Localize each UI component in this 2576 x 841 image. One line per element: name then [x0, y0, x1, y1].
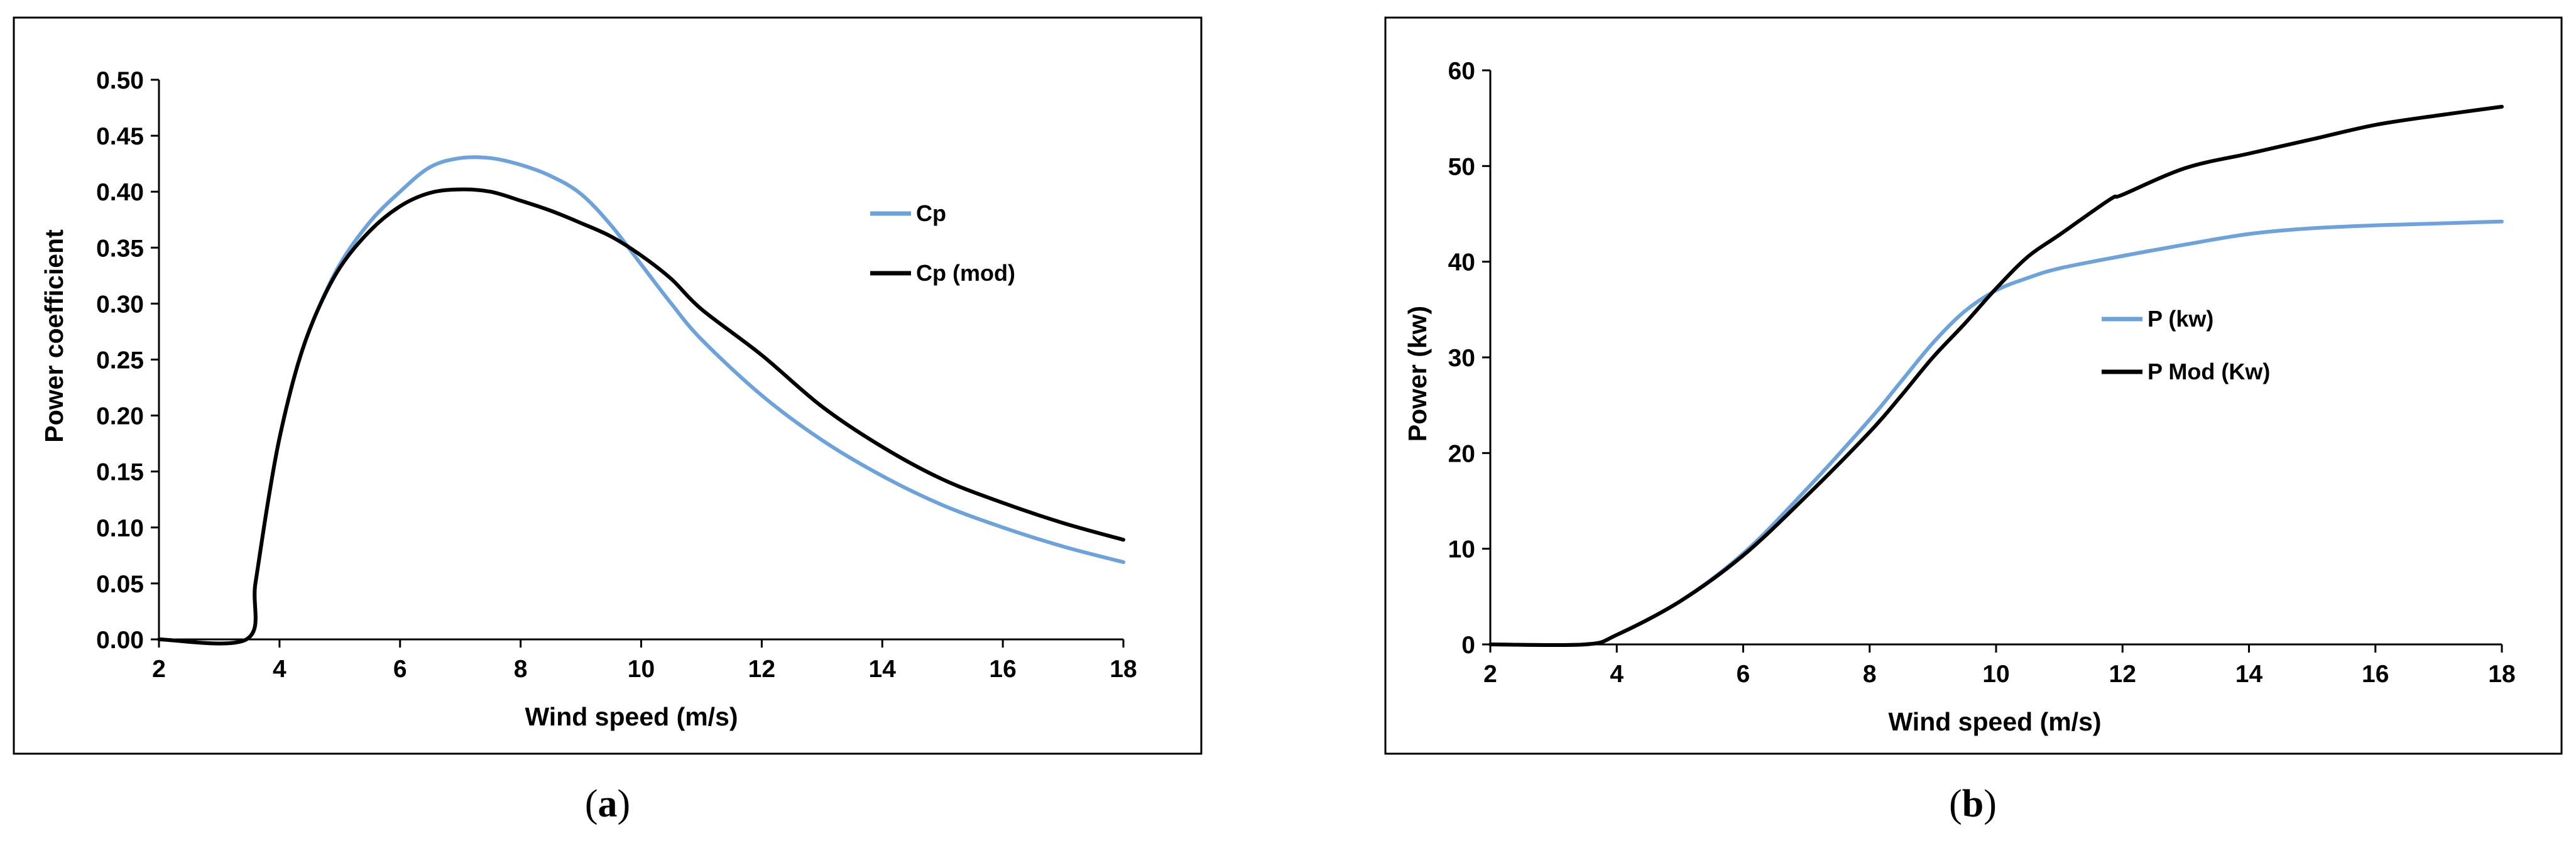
chart-b-y-tick-label: 30 — [1448, 345, 1475, 372]
chart-b-legend: P (kw) P Mod (Kw) — [2102, 306, 2270, 384]
chart-a-y-tick-label: 0.05 — [96, 571, 144, 598]
chart-a-x-tick-label: 10 — [628, 656, 655, 683]
chart-a-xlabel: Wind speed (m/s) — [525, 702, 738, 731]
panel-b-frame — [1384, 16, 2563, 755]
legend-label-cp: Cp — [916, 200, 946, 226]
panel-b: 0 10 20 30 40 50 60 2 4 6 8 10 12 14 16 18 Wind speed (… — [1384, 16, 2563, 755]
chart-a-y-tick-label: 0.00 — [96, 627, 144, 654]
caption-a-close: ) — [618, 783, 631, 825]
chart-a-x-tick-label: 16 — [989, 656, 1016, 683]
chart-b-x-tick-label: 14 — [2235, 661, 2263, 688]
panel-a: 0.00 0.05 0.10 0.15 0.20 0.25 0.30 0.35 0.40 0.45… — [13, 16, 1203, 755]
legend-label-p-mod: P Mod (Kw) — [2148, 359, 2270, 384]
chart-b-x-tick-label: 12 — [2109, 661, 2136, 688]
chart-b-x-tick-label: 10 — [1982, 661, 2009, 688]
panel-a-frame — [13, 16, 1203, 755]
chart-b-x-tick-label: 6 — [1737, 661, 1750, 688]
chart-a-x-tick-label: 6 — [393, 656, 407, 683]
caption-b-letter: b — [1962, 783, 1984, 825]
caption-a-letter: a — [598, 783, 618, 825]
chart-a-x-tick-label: 4 — [273, 656, 287, 683]
chart-a-y-tick-label: 0.20 — [96, 403, 144, 430]
chart-a-y-tick-label: 0.50 — [96, 67, 144, 94]
chart-b-x-tick-label: 18 — [2488, 661, 2515, 688]
chart-b-xlabel: Wind speed (m/s) — [1888, 707, 2101, 736]
chart-a-plot: 0.00 0.05 0.10 0.15 0.20 0.25 0.30 0.35 0.40 0.45… — [96, 67, 1137, 683]
chart-b-y-tick-label: 0 — [1461, 632, 1475, 659]
chart-b-series-modified-line — [1488, 104, 2504, 648]
legend-label-cp-mod: Cp (mod) — [916, 260, 1015, 286]
chart-a-y-tick-label: 0.25 — [96, 347, 144, 374]
chart-a-y-tick-label: 0.45 — [96, 123, 144, 150]
chart-a-y-tick-label: 0.10 — [96, 515, 144, 542]
chart-b-ylabel: Power (kw) — [1403, 306, 1432, 442]
caption-a: (a) — [585, 783, 630, 825]
chart-b-x-tick-label: 2 — [1483, 661, 1497, 688]
chart-a-legend: Cp Cp (mod) — [870, 200, 1015, 286]
chart-a-x-tick-label: 12 — [748, 656, 775, 683]
chart-b-y-tick-label: 40 — [1448, 249, 1475, 276]
caption-b-close: ) — [1984, 783, 1997, 825]
chart-a-y-tick-label: 0.15 — [96, 459, 144, 486]
chart-a-y-tick-label: 0.35 — [96, 235, 144, 262]
chart-a-x-tick-label: 2 — [152, 656, 166, 683]
caption-b-open: ( — [1949, 783, 1962, 825]
chart-b-x-tick-label: 8 — [1863, 661, 1877, 688]
chart-a-series-modified-line — [157, 187, 1125, 646]
chart-b-y-tick-label: 20 — [1448, 440, 1475, 467]
chart-b-x-tick-label: 4 — [1610, 661, 1624, 688]
caption-a-open: ( — [585, 783, 598, 825]
chart-b-plot: 0 10 20 30 40 50 60 2 4 6 8 10 12 14 16 18 — [1448, 58, 2516, 688]
chart-b-y-tick-label: 10 — [1448, 536, 1475, 563]
chart-a-y-tick-label: 0.40 — [96, 179, 144, 206]
chart-a-x-tick-label: 8 — [514, 656, 528, 683]
chart-b-x-tick-label: 16 — [2362, 661, 2389, 688]
legend-label-p: P (kw) — [2148, 306, 2213, 332]
chart-b-y-tick-label: 50 — [1448, 153, 1475, 180]
chart-a-ylabel: Power coefficient — [40, 229, 68, 443]
caption-b: (b) — [1949, 783, 1997, 825]
chart-a-x-tick-label: 14 — [869, 656, 897, 683]
chart-a-y-tick-label: 0.30 — [96, 291, 144, 318]
chart-b-y-tick-label: 60 — [1448, 58, 1475, 85]
chart-a-x-tick-label: 18 — [1110, 656, 1137, 683]
